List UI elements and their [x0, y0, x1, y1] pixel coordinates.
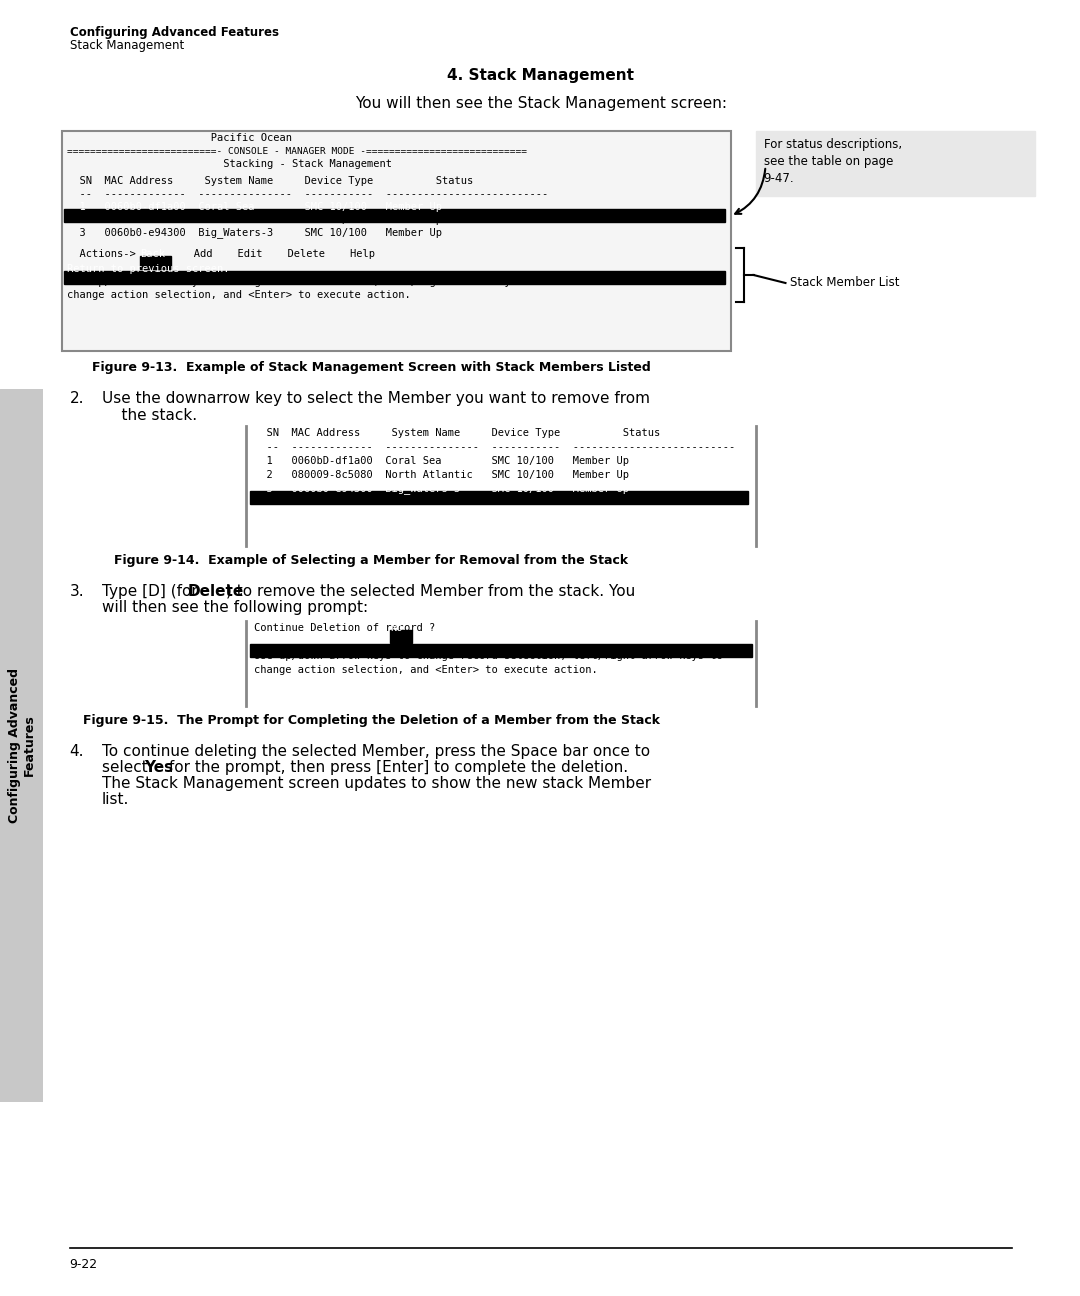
Bar — [246, 621, 756, 706]
Text: Stacking - Stack Management: Stacking - Stack Management — [67, 159, 392, 168]
Text: Stack Member List: Stack Member List — [791, 276, 900, 289]
Bar — [139, 257, 172, 270]
Text: will then see the following prompt:: will then see the following prompt: — [102, 600, 367, 616]
Text: Use up/down arrow keys to change record selection, left/right arrow keys to: Use up/down arrow keys to change record … — [67, 277, 536, 286]
Text: Actions->: Actions-> — [67, 249, 135, 259]
Text: ==========================- CONSOLE - MANAGER MODE -============================: ==========================- CONSOLE - MA… — [67, 146, 527, 156]
Text: SN  MAC Address     System Name     Device Type          Status: SN MAC Address System Name Device Type S… — [67, 176, 473, 187]
Text: 3.: 3. — [69, 584, 84, 599]
Text: Configuring Advanced Features: Configuring Advanced Features — [69, 26, 279, 39]
Bar — [64, 271, 725, 284]
Text: Figure 9-15.  The Prompt for Completing the Deletion of a Member from the Stack: Figure 9-15. The Prompt for Completing t… — [83, 714, 660, 727]
Text: Stack Management: Stack Management — [69, 39, 184, 52]
Text: Configuring Advanced
Features: Configuring Advanced Features — [8, 667, 36, 823]
Text: Add    Edit    Delete    Help: Add Edit Delete Help — [175, 249, 376, 259]
Text: list.: list. — [102, 792, 129, 807]
Bar — [756, 131, 1035, 196]
FancyBboxPatch shape — [62, 131, 730, 351]
Text: To continue deleting the selected Member, press the Space bar once to: To continue deleting the selected Member… — [102, 744, 650, 759]
Text: Return to previous screen.: Return to previous screen. — [67, 264, 229, 273]
Text: 3   0060b0-e94300  Big_Waters-3     SMC 10/100   Member Up: 3 0060b0-e94300 Big_Waters-3 SMC 10/100 … — [67, 227, 442, 238]
Text: For status descriptions,
see the table on page
9-47.: For status descriptions, see the table o… — [764, 137, 902, 185]
Text: 1   0060bD-df1a00  Coral Sea        SMC 10/100   Member Up: 1 0060bD-df1a00 Coral Sea SMC 10/100 Mem… — [255, 456, 630, 467]
Text: Use the downarrow key to select the Member you want to remove from
    the stack: Use the downarrow key to select the Memb… — [102, 391, 649, 424]
Text: Continue Deletion of record ?: Continue Deletion of record ? — [255, 623, 442, 632]
Text: 4. Stack Management: 4. Stack Management — [447, 67, 634, 83]
Bar — [251, 491, 747, 504]
Text: Use up/down arrow keys to change record selection, left/right arrow keys to: Use up/down arrow keys to change record … — [255, 651, 724, 661]
Text: Figure 9-14.  Example of Selecting a Member for Removal from the Stack: Figure 9-14. Example of Selecting a Memb… — [114, 553, 629, 568]
Text: Back: Back — [140, 249, 165, 259]
Text: 2.: 2. — [69, 391, 84, 406]
Text: 1   0060b0-df1a00  Coral Sea        SMC 10/100   Member Up: 1 0060b0-df1a00 Coral Sea SMC 10/100 Mem… — [67, 202, 442, 213]
Text: ) to remove the selected Member from the stack. You: ) to remove the selected Member from the… — [227, 584, 636, 599]
Text: The Stack Management screen updates to show the new stack Member: The Stack Management screen updates to s… — [102, 776, 651, 791]
Text: 3   0060b0-e94300  Big_Waters-3     SMC 10/100   Member Up: 3 0060b0-e94300 Big_Waters-3 SMC 10/100 … — [255, 483, 630, 494]
Text: 4.: 4. — [69, 744, 84, 759]
Text: 9-22: 9-22 — [69, 1258, 98, 1271]
Text: --  -------------  ---------------  -----------  --------------------------: -- ------------- --------------- -------… — [255, 442, 735, 452]
Bar — [251, 644, 752, 657]
Bar — [64, 209, 725, 222]
Text: Type [D] (for: Type [D] (for — [102, 584, 202, 599]
Text: 2   080009-8c5080  North Atlantic   SMC 10/100   Member Up: 2 080009-8c5080 North Atlantic SMC 10/10… — [67, 215, 442, 226]
Text: Pacific Ocean: Pacific Ocean — [67, 133, 292, 143]
Text: You will then see the Stack Management screen:: You will then see the Stack Management s… — [355, 96, 727, 111]
Text: change action selection, and <Enter> to execute action.: change action selection, and <Enter> to … — [255, 665, 598, 675]
Text: Delete: Delete — [188, 584, 244, 599]
Text: select: select — [102, 759, 152, 775]
Text: No: No — [391, 623, 403, 632]
Text: --  -------------  ---------------  -----------  --------------------------: -- ------------- --------------- -------… — [67, 189, 548, 200]
Text: 2   080009-8c5080  North Atlantic   SMC 10/100   Member Up: 2 080009-8c5080 North Atlantic SMC 10/10… — [255, 470, 630, 480]
Text: SN  MAC Address     System Name     Device Type          Status: SN MAC Address System Name Device Type S… — [255, 428, 661, 438]
Text: for the prompt, then press [Enter] to complete the deletion.: for the prompt, then press [Enter] to co… — [164, 759, 627, 775]
Text: Figure 9-13.  Example of Stack Management Screen with Stack Members Listed: Figure 9-13. Example of Stack Management… — [92, 362, 650, 375]
Bar — [390, 630, 411, 643]
Text: change action selection, and <Enter> to execute action.: change action selection, and <Enter> to … — [67, 290, 410, 299]
Text: Yes: Yes — [145, 759, 174, 775]
